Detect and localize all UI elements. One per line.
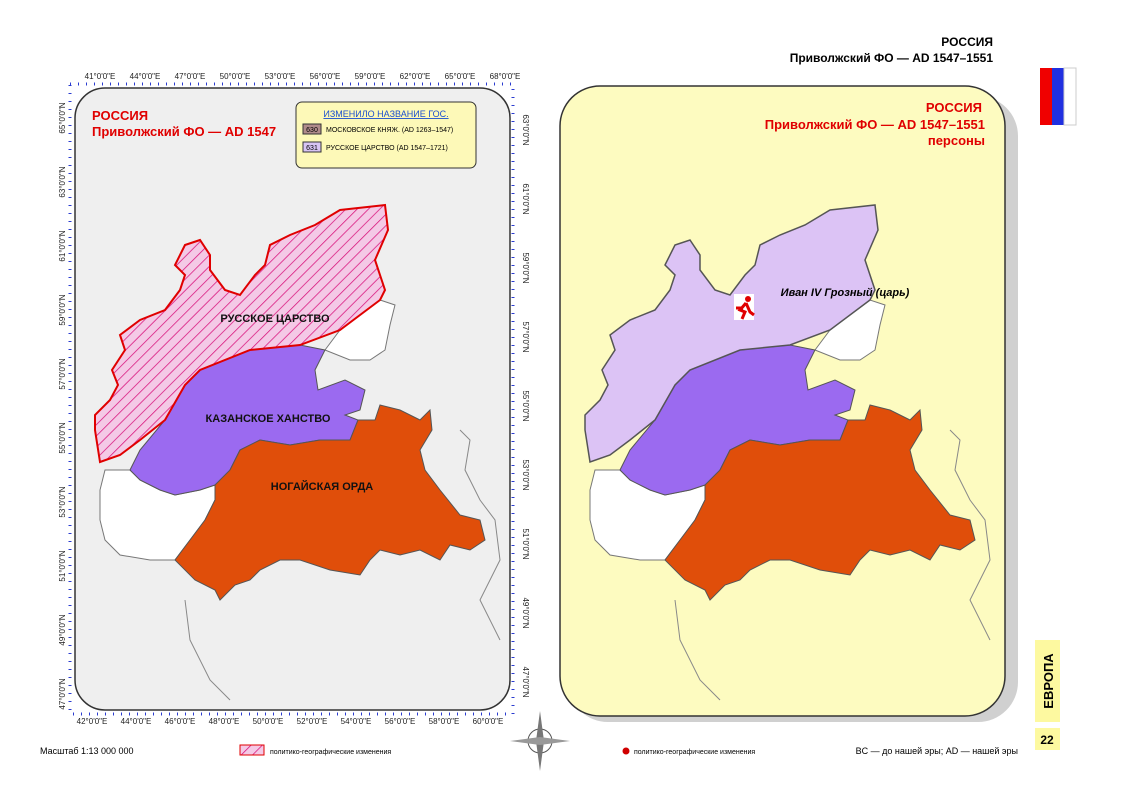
page-box (1035, 728, 1060, 750)
footer-legend: политико-географические изменения (270, 749, 391, 756)
region-label: КАЗАНСКОЕ ХАНСТВО (206, 413, 331, 425)
coordinate-label: 65°0'0"N (58, 102, 67, 133)
coordinate-label: 50°0'0"E (220, 72, 251, 81)
coordinate-label: 56°0'0"E (310, 72, 341, 81)
coordinate-label: 51°0'0"N (58, 550, 67, 581)
coordinate-label: 53°0'0"E (265, 72, 296, 81)
legend-dot (622, 747, 630, 755)
legend-label: РУССКОЕ ЦАРСТВО (AD 1547–1721) (326, 145, 448, 152)
coordinate-label: 58°0'0"E (429, 717, 460, 726)
coordinate-label: 44°0'0"E (130, 72, 161, 81)
coordinate-label: 47°0'0"N (521, 666, 530, 697)
coordinate-label: 54°0'0"E (341, 717, 372, 726)
coordinate-label: 65°0'0"E (445, 72, 476, 81)
person-label: Иван IV Грозный (царь) (781, 287, 910, 299)
coordinate-label: 53°0'0"N (521, 459, 530, 490)
coordinate-label: 57°0'0"N (58, 358, 67, 389)
coordinate-label: 56°0'0"E (385, 717, 416, 726)
coordinate-label: 49°0'0"N (521, 597, 530, 628)
coordinate-label: 48°0'0"E (209, 717, 240, 726)
coordinate-label: 61°0'0"N (521, 183, 530, 214)
person-icon (734, 294, 755, 320)
legend-title: ИЗМЕНИЛО НАЗВАНИЕ ГОС. (323, 109, 448, 119)
legend-label: МОСКОВСКОЕ КНЯЖ. (AD 1263–1547) (326, 127, 453, 134)
legend-box (295, 101, 477, 169)
coordinate-label: 62°0'0"E (400, 72, 431, 81)
coordinate-label: 44°0'0"E (121, 717, 152, 726)
legend-swatch (302, 123, 322, 135)
region-label: НОГАЙСКАЯ ОРДА (271, 480, 373, 493)
coordinate-label: 50°0'0"E (253, 717, 284, 726)
header-subtitle: Приволжский ФО — AD 1547–1551 (790, 51, 994, 65)
coordinate-label: 51°0'0"N (521, 528, 530, 559)
legend-swatch (239, 744, 265, 756)
coordinate-label: 49°0'0"N (58, 614, 67, 645)
legend-code: 630 (306, 127, 318, 134)
coordinate-label: 57°0'0"N (521, 321, 530, 352)
legend-code: 631 (306, 145, 318, 152)
compass (510, 711, 570, 771)
coordinate-label: 68°0'0"E (490, 72, 521, 81)
coordinate-label: 59°0'0"E (355, 72, 386, 81)
coordinate-label: 47°0'0"E (175, 72, 206, 81)
coordinate-label: 59°0'0"N (521, 252, 530, 283)
flag-stripe (1063, 67, 1077, 126)
era-note: BC — до нашей эры; AD — нашей эры (856, 746, 1018, 756)
coordinate-label: 63°0'0"N (521, 114, 530, 145)
coordinate-label: 59°0'0"N (58, 294, 67, 325)
coordinate-label: 55°0'0"N (521, 390, 530, 421)
left-subtitle: Приволжский ФО — AD 1547 (92, 124, 276, 139)
section: ЕВРОПА (1041, 653, 1056, 709)
coordinate-label: 60°0'0"E (473, 717, 504, 726)
right-title: РОССИЯ (926, 100, 982, 115)
coordinate-label: 53°0'0"N (58, 486, 67, 517)
right-subtitle: Приволжский ФО — AD 1547–1551 (765, 117, 985, 132)
coordinate-label: 42°0'0"E (77, 717, 108, 726)
footer-legend: политико-географические изменения (634, 749, 755, 756)
right-note: персоны (928, 133, 985, 148)
flag-stripe (1040, 68, 1052, 125)
region-label: РУССКОЕ ЦАРСТВО (220, 313, 330, 325)
page-number: 22 (1040, 733, 1054, 747)
header-country: РОССИЯ (941, 35, 993, 49)
legend-swatch (302, 141, 322, 153)
section-box (1035, 640, 1060, 722)
flag-stripe (1052, 68, 1064, 125)
coordinate-label: 55°0'0"N (58, 422, 67, 453)
coordinate-label: 41°0'0"E (85, 72, 116, 81)
left-title: РОССИЯ (92, 108, 148, 123)
coordinate-label: 63°0'0"N (58, 166, 67, 197)
coordinate-label: 46°0'0"E (165, 717, 196, 726)
scale: Масштаб 1:13 000 000 (40, 746, 134, 756)
coordinate-label: 47°0'0"N (58, 678, 67, 709)
coordinate-label: 61°0'0"N (58, 230, 67, 261)
coordinate-label: 52°0'0"E (297, 717, 328, 726)
